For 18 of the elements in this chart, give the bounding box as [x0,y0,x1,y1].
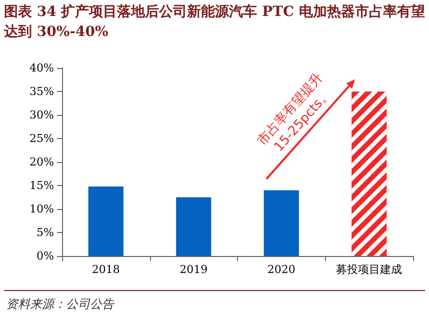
y-tick-label: 20% [30,156,54,168]
x-tick-label: 2020 [267,263,296,276]
y-tick-label: 35% [30,85,54,98]
y-tick-label: 0% [36,250,54,262]
y-tick-label: 30% [30,108,54,122]
y-tick-label: 15% [30,179,54,192]
text: 资料来源：公司公告 [6,296,114,313]
x-tick-label: 募投项目建成 [336,263,402,276]
x-tick-label: 2018 [92,263,120,276]
y-tick-label: 5% [36,226,54,239]
y-tick-label: 40% [30,62,54,74]
chart-title: 图表 34 扩产项目落地后公司新能源汽车 PTC 电加热器市占率有望达到 30%-40% [4,2,426,42]
bar [264,190,299,256]
y-tick-label: 10% [30,202,54,216]
bar [176,197,212,256]
bar [88,186,124,256]
x-tick-label: 2019 [180,263,208,276]
y-tick-label: 25% [30,132,54,145]
